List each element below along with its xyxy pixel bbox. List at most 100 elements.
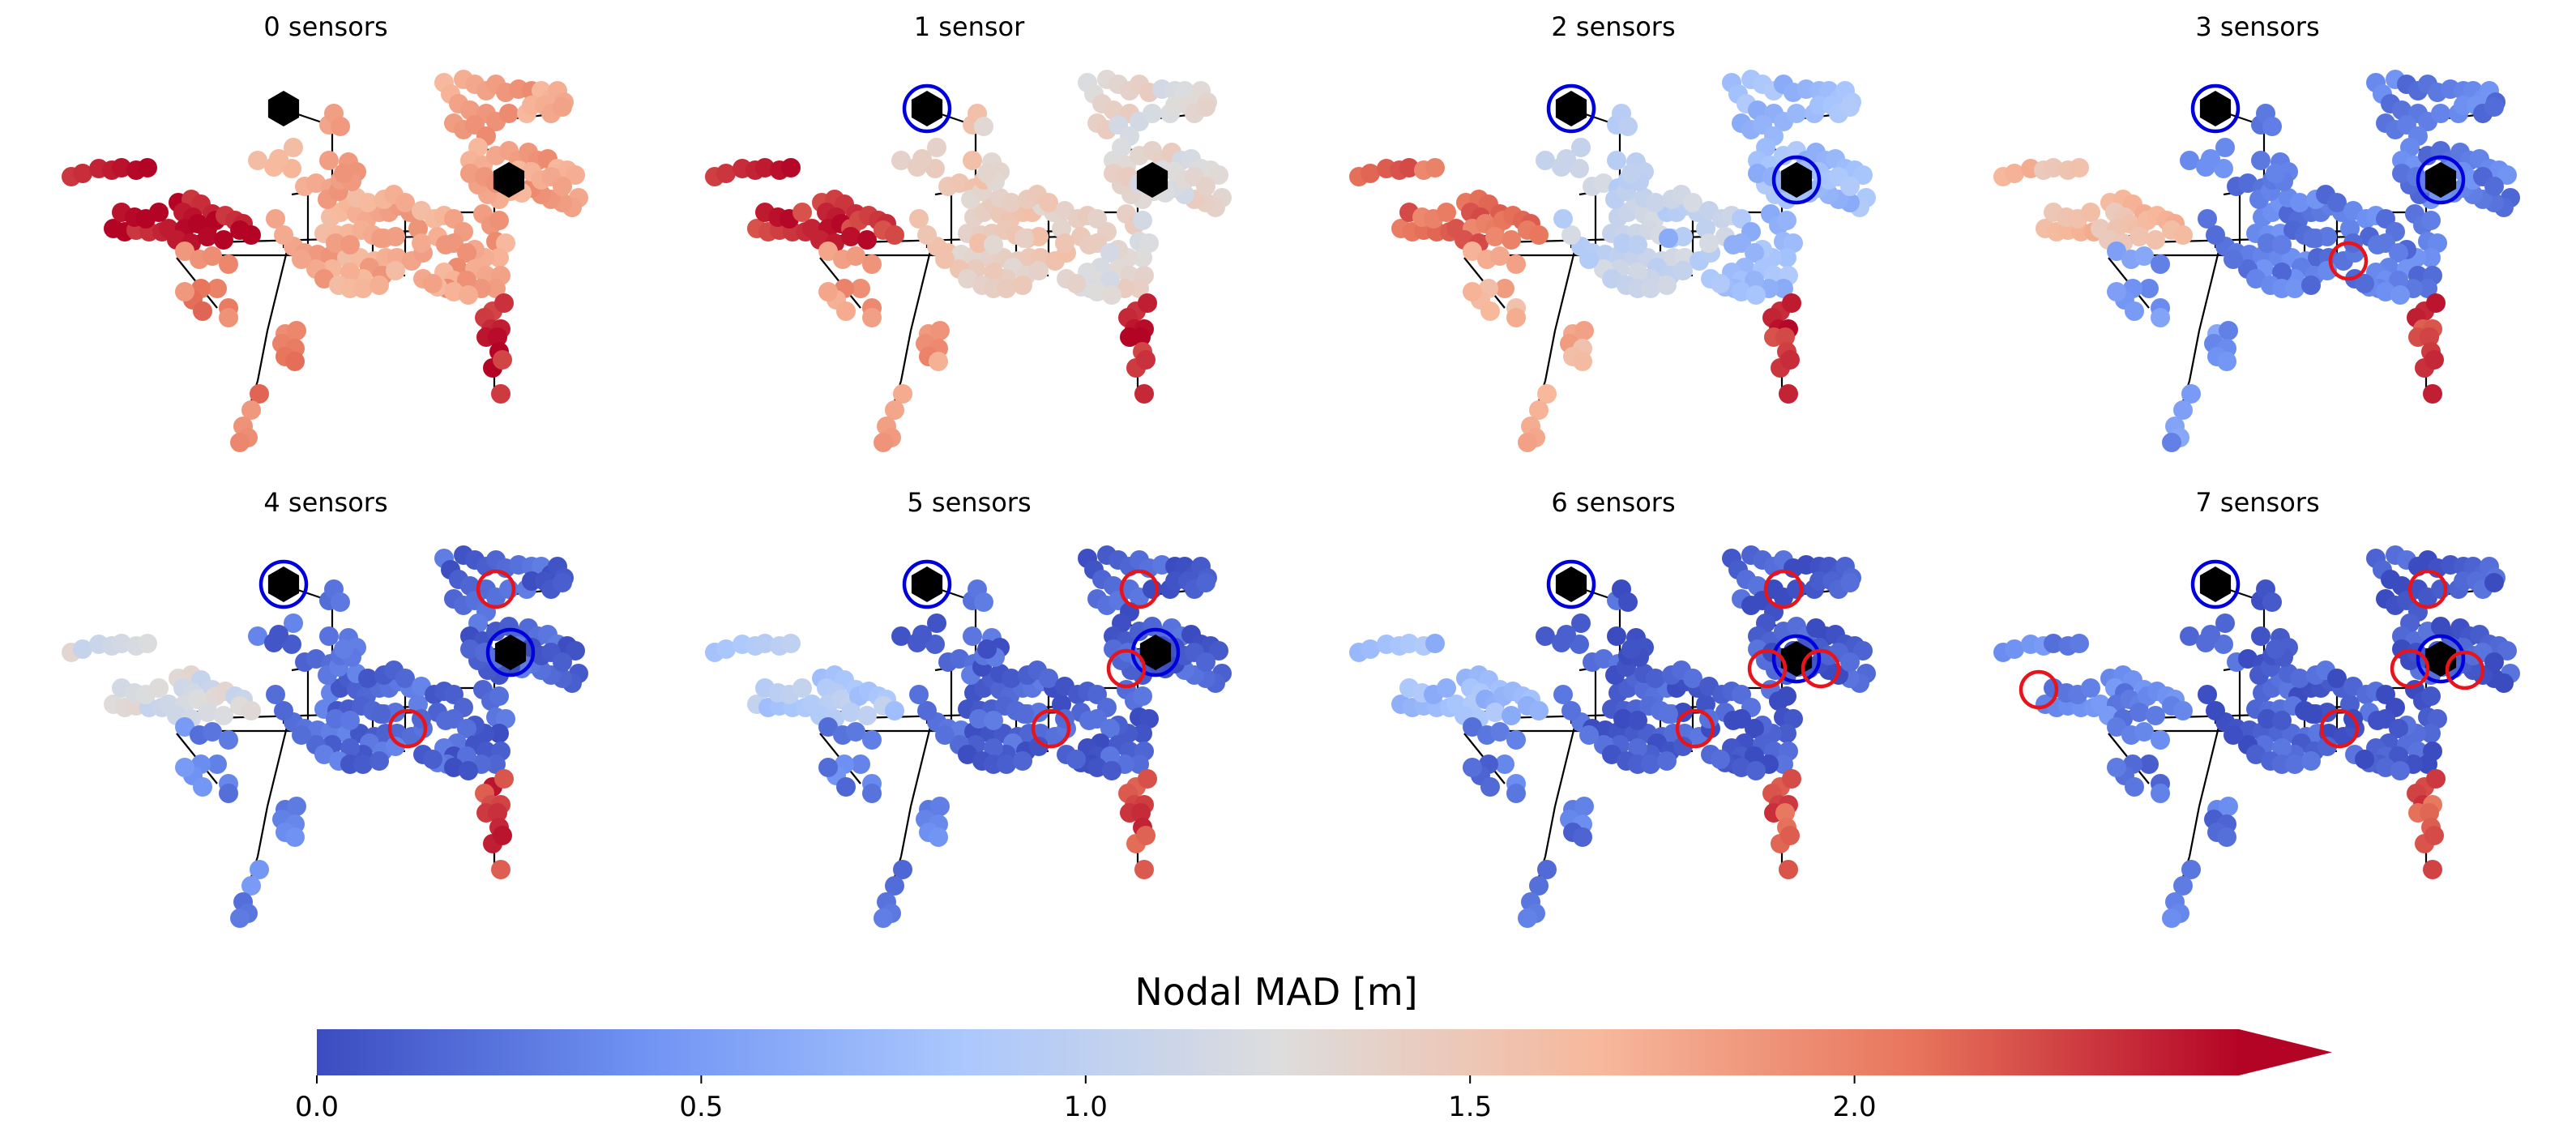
node-marker (2318, 227, 2337, 246)
node-marker (958, 269, 977, 289)
node-marker (885, 701, 904, 720)
node-marker (891, 626, 911, 646)
node-marker (963, 151, 982, 170)
sensor-ring-existing (2190, 83, 2241, 134)
node-marker (269, 149, 288, 169)
node-marker (2484, 97, 2504, 117)
node-marker (493, 350, 512, 370)
node-marker (1745, 271, 1764, 290)
node-marker (1607, 626, 1626, 646)
node-marker (219, 784, 238, 803)
node-marker (1029, 737, 1049, 756)
node-marker (1646, 193, 1665, 212)
colorbar-tick-label: 0.5 (679, 1091, 723, 1123)
node-marker (331, 592, 350, 612)
sensor-ring-new (1031, 708, 1071, 749)
node-marker (1039, 193, 1058, 212)
node-marker (2173, 400, 2193, 420)
node-marker (1602, 745, 1621, 764)
node-marker (1553, 685, 1573, 704)
node-marker (2125, 777, 2144, 797)
node-marker (1777, 211, 1796, 230)
node-marker (1066, 750, 1086, 769)
pipe-edge (256, 806, 269, 857)
node-marker (2070, 158, 2089, 177)
node-marker (2162, 433, 2181, 452)
node-marker (1130, 279, 1149, 298)
panel-title: 3 sensors (2195, 11, 2319, 42)
node-marker (386, 703, 405, 722)
node-marker (2389, 243, 2408, 263)
node-marker (857, 706, 877, 725)
node-marker (1079, 711, 1099, 730)
node-marker (1131, 327, 1151, 347)
node-marker (566, 165, 585, 185)
node-marker (1495, 279, 1514, 298)
node-marker (1209, 165, 1228, 185)
network-panel (62, 70, 588, 452)
node-marker (2484, 177, 2504, 196)
pipe-edge (1553, 723, 1577, 807)
node-marker (2201, 625, 2220, 644)
node-marker (1579, 250, 1599, 269)
node-marker (1748, 164, 1767, 183)
node-marker (1628, 711, 1647, 730)
node-marker (1613, 709, 1633, 729)
colorbar-gradient (317, 1029, 2239, 1075)
node-marker (2272, 235, 2292, 254)
colorbar-ticks: 0.0 0.5 1.0 1.5 2.0 (295, 1075, 1877, 1123)
node-marker (1506, 784, 1526, 803)
node-marker (1002, 669, 1021, 688)
node-marker (1787, 579, 1806, 599)
reservoir-marker (1555, 566, 1587, 602)
sensor-ring-existing (485, 627, 536, 677)
node-marker (1529, 400, 1549, 420)
node-marker (1673, 227, 1693, 246)
node-marker (1732, 758, 1751, 777)
node-marker (862, 784, 882, 803)
node-marker (1425, 158, 1445, 177)
node-marker (460, 639, 480, 659)
node-marker (2005, 164, 2024, 183)
node-marker (1724, 235, 1743, 254)
node-marker (1787, 104, 1806, 123)
node-marker (1574, 797, 1594, 816)
node-marker (1745, 243, 1764, 263)
node-marker (1774, 754, 1793, 774)
node-marker (1784, 709, 1803, 729)
node-marker (2206, 225, 2225, 245)
node-marker (2224, 250, 2243, 269)
node-marker (459, 285, 478, 305)
node-marker (1561, 225, 1581, 245)
node-marker (2355, 274, 2374, 293)
node-marker (818, 758, 838, 777)
node-marker (250, 384, 269, 404)
node-marker (2497, 641, 2517, 660)
node-marker (2258, 709, 2277, 729)
node-marker (1399, 634, 1419, 653)
node-marker (1015, 229, 1034, 248)
node-marker (716, 164, 736, 183)
node-marker (489, 211, 509, 230)
node-marker (2139, 279, 2159, 298)
node-marker (314, 745, 334, 764)
node-marker (2327, 669, 2347, 688)
node-marker (436, 711, 455, 730)
node-marker (353, 754, 373, 774)
node-marker (488, 803, 507, 823)
node-marker (457, 243, 476, 263)
network-panels (62, 70, 2520, 928)
node-marker (1102, 285, 1121, 305)
node-marker (1746, 761, 1766, 780)
node-marker (1699, 233, 1719, 253)
node-marker (340, 263, 360, 282)
node-marker (486, 279, 506, 298)
node-marker (2146, 230, 2165, 250)
sensor-ring-existing (902, 559, 952, 609)
node-marker (423, 750, 442, 769)
node-marker (241, 225, 261, 245)
node-marker (1143, 104, 1162, 123)
node-marker (2272, 711, 2292, 730)
node-marker (2420, 803, 2439, 823)
node-marker (1840, 97, 1860, 117)
